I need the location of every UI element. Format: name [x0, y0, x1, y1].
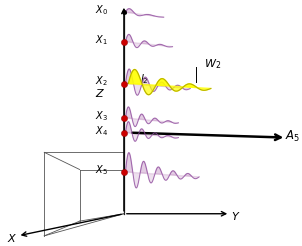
Text: $A_5$: $A_5$ — [285, 129, 300, 144]
Text: $l_2$: $l_2$ — [140, 72, 149, 86]
Text: $X_4$: $X_4$ — [95, 124, 108, 138]
Text: $X_1$: $X_1$ — [95, 33, 108, 47]
Text: $Y$: $Y$ — [231, 210, 241, 222]
Text: $X_0$: $X_0$ — [95, 3, 108, 17]
Text: $X$: $X$ — [7, 232, 17, 244]
Text: $W_2$: $W_2$ — [204, 57, 221, 71]
Text: $X_3$: $X_3$ — [95, 109, 108, 123]
Text: $Z$: $Z$ — [95, 87, 105, 99]
Text: $X_2$: $X_2$ — [95, 75, 108, 89]
Text: $X_5$: $X_5$ — [95, 163, 108, 177]
